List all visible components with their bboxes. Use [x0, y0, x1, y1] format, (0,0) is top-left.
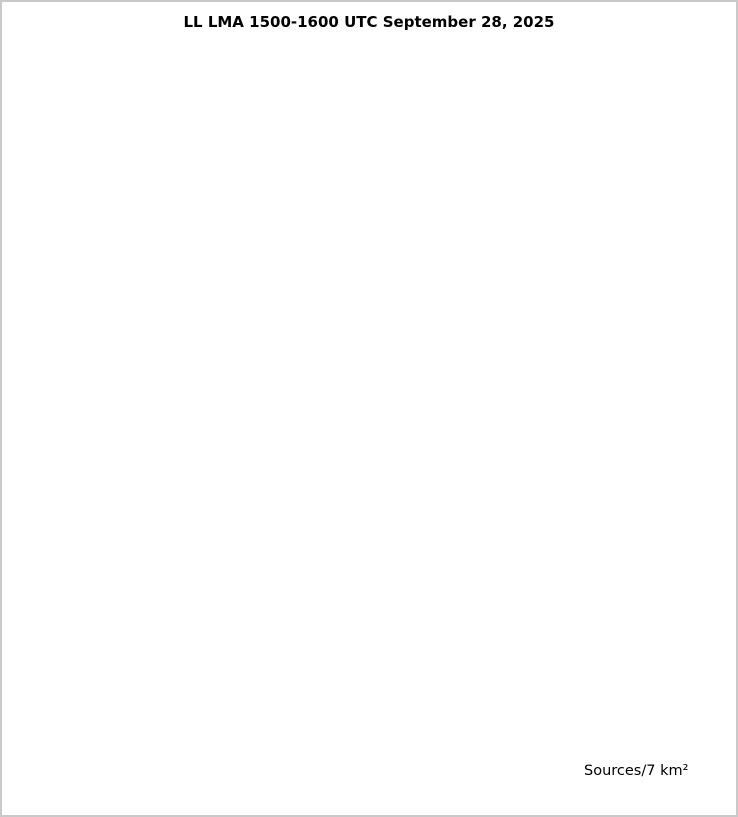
figure-title: LL LMA 1500-1600 UTC September 28, 2025 — [183, 13, 555, 31]
colorbar-label: Sources/7 km² — [584, 763, 689, 779]
